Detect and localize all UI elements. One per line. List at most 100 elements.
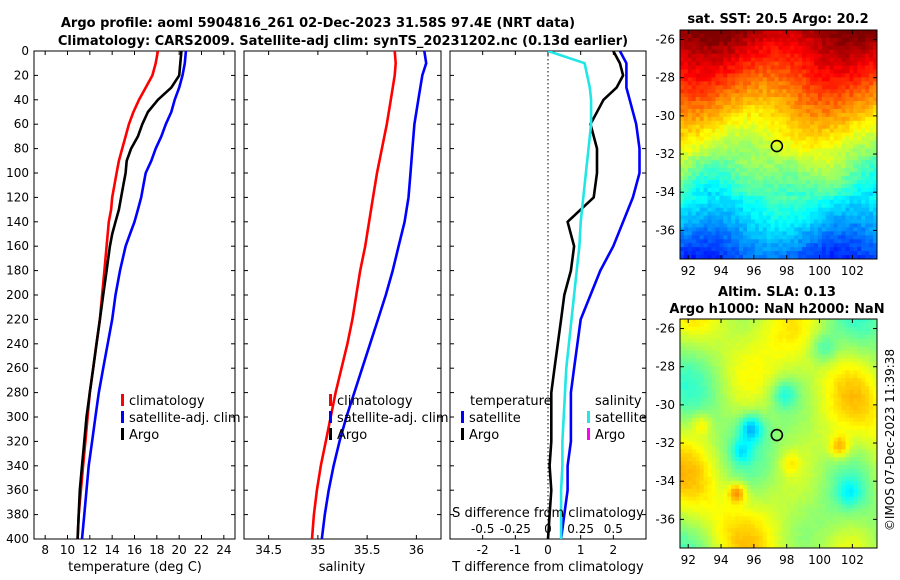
map-pixel — [869, 215, 874, 220]
map-pixel — [825, 386, 831, 391]
map-pixel — [719, 93, 724, 98]
map-pixel — [790, 227, 795, 232]
map-pixel — [723, 176, 728, 181]
map-pixel — [782, 89, 787, 94]
map-pixel — [691, 441, 697, 446]
map-pixel — [813, 354, 819, 359]
map-pixel — [806, 53, 811, 59]
map-pixel — [861, 195, 866, 201]
map-pixel — [731, 409, 736, 415]
map-pixel — [715, 77, 720, 82]
map-pixel — [833, 37, 838, 43]
map-pixel — [853, 176, 858, 181]
map-pixel — [750, 89, 756, 94]
map-pixel — [758, 65, 764, 70]
legend-swatch-t-argo — [461, 428, 464, 440]
map-pixel — [837, 433, 842, 438]
map-pixel — [727, 441, 732, 446]
map-pixel — [731, 69, 736, 74]
map-pixel — [687, 378, 693, 383]
map-pixel — [873, 405, 878, 411]
map-pixel — [750, 370, 756, 375]
map-pixel — [849, 235, 854, 240]
map-pixel — [683, 255, 689, 260]
map-pixel — [802, 251, 807, 256]
map-pixel — [707, 41, 712, 47]
map-pixel — [695, 172, 701, 177]
map-pixel — [849, 247, 854, 252]
map-pixel — [735, 93, 740, 98]
map-pixel — [703, 405, 708, 411]
map-pixel — [683, 445, 689, 450]
map-pixel — [774, 57, 779, 62]
map-pixel — [853, 235, 858, 240]
map-pixel — [810, 219, 815, 224]
map-pixel — [786, 187, 791, 193]
map-pixel — [837, 57, 842, 62]
map-pixel — [723, 413, 728, 419]
map-pixel — [833, 183, 838, 189]
map-pixel — [774, 251, 779, 256]
map-pixel — [794, 93, 799, 98]
map-pixel — [731, 124, 736, 130]
map-pixel — [857, 235, 862, 240]
map-pixel — [758, 330, 764, 336]
map-pixel — [735, 168, 740, 173]
map-pixel — [790, 203, 795, 209]
map-pixel — [770, 405, 775, 411]
map-pixel — [821, 429, 827, 434]
map-pixel — [739, 89, 744, 94]
map-pixel — [786, 65, 791, 70]
map-pixel — [845, 187, 850, 193]
map-pixel — [743, 425, 748, 430]
map-pixel — [841, 85, 846, 90]
map-pixel — [861, 219, 866, 224]
map-pixel — [873, 378, 878, 383]
map-pixel — [766, 425, 772, 430]
map-pixel — [735, 251, 740, 256]
map-pixel — [865, 180, 870, 185]
map-pixel — [829, 152, 835, 157]
map-pixel — [841, 148, 846, 153]
map-pixel — [786, 255, 791, 260]
map-pixel — [857, 124, 862, 130]
map-pixel — [829, 199, 835, 205]
map-pixel — [849, 251, 854, 256]
map-pixel — [869, 346, 874, 351]
map-pixel — [873, 191, 878, 197]
map-pixel — [762, 195, 768, 201]
map-pixel — [829, 49, 835, 55]
map-pixel — [735, 227, 740, 232]
map-pixel — [703, 457, 708, 462]
legend-label-argo: Argo — [129, 428, 159, 443]
map-pixel — [727, 334, 732, 340]
map-pixel — [739, 247, 744, 252]
map-pixel — [817, 409, 823, 415]
map-pixel — [703, 223, 708, 228]
map-pixel — [719, 187, 724, 193]
map-pixel — [770, 180, 775, 185]
map-pixel — [727, 401, 732, 407]
map-pixel — [861, 53, 866, 59]
map-pixel — [782, 81, 787, 86]
map-pixel — [750, 255, 756, 260]
map-pixel — [715, 429, 720, 434]
map-pixel — [778, 97, 783, 102]
map-pixel — [857, 49, 862, 55]
map-pixel — [727, 409, 732, 415]
map-pixel — [853, 421, 858, 427]
map-pixel — [731, 136, 736, 141]
map-pixel — [817, 243, 823, 248]
map-pixel — [861, 81, 866, 86]
map-pixel — [750, 93, 756, 98]
map-pixel — [849, 326, 854, 332]
map-pixel — [825, 61, 831, 66]
map-pixel — [837, 69, 842, 74]
map-pixel — [873, 65, 878, 70]
map-pixel — [766, 326, 772, 332]
map-pixel — [758, 45, 764, 51]
map-pixel — [857, 203, 862, 209]
map-pixel — [810, 235, 815, 240]
map-pixel — [865, 144, 870, 149]
map-pixel — [707, 49, 712, 55]
